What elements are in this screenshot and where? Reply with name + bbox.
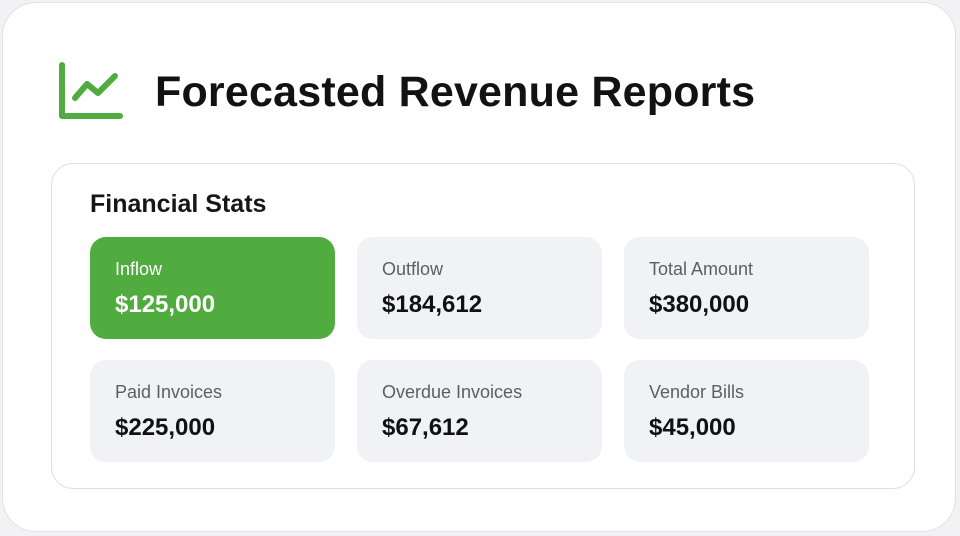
- stat-value: $184,612: [382, 291, 483, 318]
- line-chart-icon: [59, 62, 123, 119]
- stat-card-vendor-bills[interactable]: Vendor Bills $45,000: [624, 360, 869, 462]
- stat-card-inflow[interactable]: Inflow $125,000: [90, 237, 335, 339]
- panel-title: Financial Stats: [90, 190, 267, 218]
- stat-card-paid-invoices[interactable]: Paid Invoices $225,000: [90, 360, 335, 462]
- stat-label: Paid Invoices: [115, 382, 223, 402]
- stats-grid: Inflow $125,000 Outflow $184,612 Total A…: [90, 237, 869, 462]
- stat-card-total-amount[interactable]: Total Amount $380,000: [624, 237, 869, 339]
- page-title: Forecasted Revenue Reports: [155, 67, 756, 116]
- report-header: Forecasted Revenue Reports: [57, 61, 755, 123]
- stat-value: $67,612: [382, 414, 469, 441]
- stat-value: $225,000: [115, 414, 216, 441]
- stat-label: Inflow: [115, 259, 163, 279]
- stat-card-outflow[interactable]: Outflow $184,612: [357, 237, 602, 339]
- stat-value: $125,000: [115, 291, 216, 318]
- stat-card-overdue-invoices[interactable]: Overdue Invoices $67,612: [357, 360, 602, 462]
- stat-label: Overdue Invoices: [382, 382, 523, 402]
- financial-stats-panel: Financial Stats Inflow $125,000 Outflow …: [51, 163, 915, 489]
- stat-label: Total Amount: [649, 259, 754, 279]
- stat-label: Vendor Bills: [649, 382, 745, 402]
- stat-value: $380,000: [649, 291, 750, 318]
- stat-label: Outflow: [382, 259, 444, 279]
- stat-value: $45,000: [649, 414, 736, 441]
